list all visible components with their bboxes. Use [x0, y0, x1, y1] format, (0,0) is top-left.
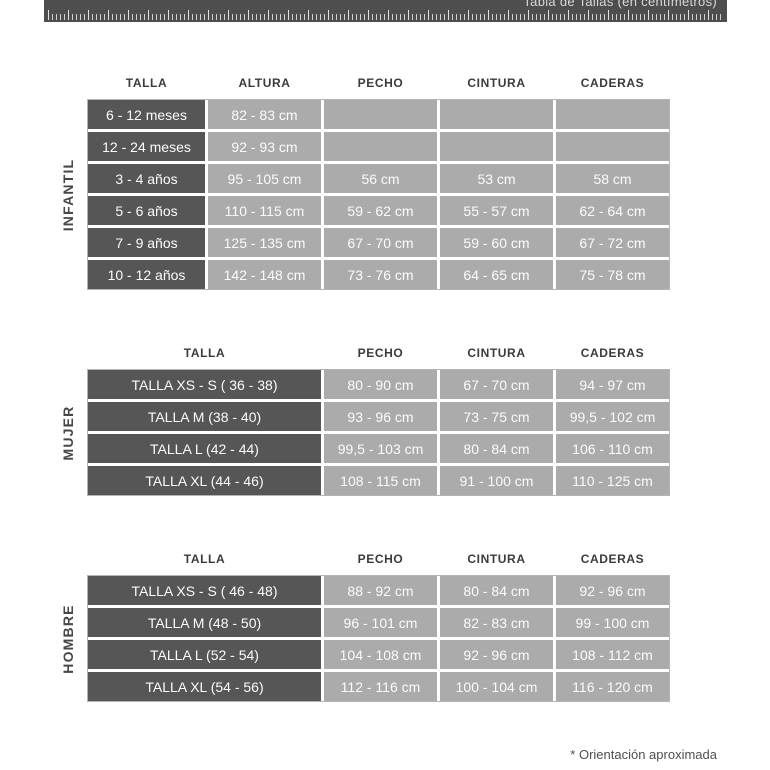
size-cell: 10 - 12 años: [88, 260, 205, 289]
value-cell: 82 - 83 cm: [440, 608, 553, 637]
table-header-row: TALLA PECHO CINTURA CADERAS: [88, 551, 669, 567]
value-cell: 125 - 135 cm: [208, 228, 321, 257]
value-cell: 99 - 100 cm: [556, 608, 669, 637]
column-header: PECHO: [357, 76, 404, 90]
value-cell: 67 - 70 cm: [440, 370, 553, 399]
size-cell: 7 - 9 años: [88, 228, 205, 257]
table-header-row: TALLA PECHO CINTURA CADERAS: [88, 345, 669, 361]
value-cell: 104 - 108 cm: [324, 640, 437, 669]
value-cell: [440, 132, 553, 161]
page-title: Tabla de Tallas (en centímetros): [523, 0, 717, 9]
group-label-hombre: HOMBRE: [60, 604, 76, 674]
value-cell: [556, 132, 669, 161]
column-header: TALLA: [183, 552, 226, 566]
value-cell: 67 - 72 cm: [556, 228, 669, 257]
value-cell: 106 - 110 cm: [556, 434, 669, 463]
size-cell: TALLA XS - S ( 46 - 48): [88, 576, 321, 605]
table-header-row: TALLA ALTURA PECHO CINTURA CADERAS: [88, 75, 669, 91]
column-header: ALTURA: [238, 76, 291, 90]
value-cell: 80 - 84 cm: [440, 576, 553, 605]
table-hombre: TALLA PECHO CINTURA CADERAS TALLA XS - S…: [87, 551, 670, 702]
value-cell: [324, 132, 437, 161]
value-cell: 67 - 70 cm: [324, 228, 437, 257]
value-cell: 62 - 64 cm: [556, 196, 669, 225]
value-cell: 94 - 97 cm: [556, 370, 669, 399]
value-cell: [440, 100, 553, 129]
value-cell: 73 - 75 cm: [440, 402, 553, 431]
value-cell: 112 - 116 cm: [324, 672, 437, 701]
column-header: CADERAS: [580, 76, 645, 90]
column-header: TALLA: [125, 76, 168, 90]
size-cell: TALLA L (42 - 44): [88, 434, 321, 463]
value-cell: 110 - 115 cm: [208, 196, 321, 225]
column-header: CINTURA: [467, 76, 526, 90]
value-cell: 142 - 148 cm: [208, 260, 321, 289]
value-cell: 95 - 105 cm: [208, 164, 321, 193]
value-cell: 100 - 104 cm: [440, 672, 553, 701]
value-cell: [324, 100, 437, 129]
value-cell: 75 - 78 cm: [556, 260, 669, 289]
size-cell: TALLA XL (44 - 46): [88, 466, 321, 495]
size-cell: 3 - 4 años: [88, 164, 205, 193]
value-cell: 82 - 83 cm: [208, 100, 321, 129]
value-cell: 80 - 84 cm: [440, 434, 553, 463]
table-body: TALLA XS - S ( 36 - 38) 80 - 90 cm 67 - …: [87, 369, 670, 496]
value-cell: 116 - 120 cm: [556, 672, 669, 701]
column-header: TALLA: [183, 346, 226, 360]
size-cell: TALLA M (38 - 40): [88, 402, 321, 431]
value-cell: 92 - 96 cm: [440, 640, 553, 669]
value-cell: 88 - 92 cm: [324, 576, 437, 605]
value-cell: 64 - 65 cm: [440, 260, 553, 289]
value-cell: 92 - 96 cm: [556, 576, 669, 605]
size-cell: 6 - 12 meses: [88, 100, 205, 129]
value-cell: 56 cm: [324, 164, 437, 193]
column-header: PECHO: [357, 346, 404, 360]
value-cell: 59 - 62 cm: [324, 196, 437, 225]
table-body: 6 - 12 meses 82 - 83 cm 12 - 24 meses 92…: [87, 99, 670, 290]
group-label-infantil: INFANTIL: [60, 158, 76, 232]
column-header: CADERAS: [580, 346, 645, 360]
value-cell: 58 cm: [556, 164, 669, 193]
ruler-ticks-major-icon: [48, 10, 723, 20]
value-cell: 108 - 115 cm: [324, 466, 437, 495]
value-cell: [556, 100, 669, 129]
value-cell: 110 - 125 cm: [556, 466, 669, 495]
value-cell: 91 - 100 cm: [440, 466, 553, 495]
ruler-bar: Tabla de Tallas (en centímetros): [44, 0, 727, 22]
value-cell: 92 - 93 cm: [208, 132, 321, 161]
size-cell: TALLA M (48 - 50): [88, 608, 321, 637]
size-cell: TALLA XL (54 - 56): [88, 672, 321, 701]
value-cell: 59 - 60 cm: [440, 228, 553, 257]
size-cell: 12 - 24 meses: [88, 132, 205, 161]
size-cell: TALLA L (52 - 54): [88, 640, 321, 669]
value-cell: 55 - 57 cm: [440, 196, 553, 225]
value-cell: 99,5 - 102 cm: [556, 402, 669, 431]
column-header: CINTURA: [467, 346, 526, 360]
orientation-footnote: * Orientación aproximada: [570, 747, 717, 762]
table-body: TALLA XS - S ( 46 - 48) 88 - 92 cm 80 - …: [87, 575, 670, 702]
group-label-mujer: MUJER: [60, 405, 76, 461]
value-cell: 108 - 112 cm: [556, 640, 669, 669]
size-cell: 5 - 6 años: [88, 196, 205, 225]
table-infantil: TALLA ALTURA PECHO CINTURA CADERAS 6 - 1…: [87, 75, 670, 290]
value-cell: 53 cm: [440, 164, 553, 193]
table-mujer: TALLA PECHO CINTURA CADERAS TALLA XS - S…: [87, 345, 670, 496]
value-cell: 93 - 96 cm: [324, 402, 437, 431]
value-cell: 96 - 101 cm: [324, 608, 437, 637]
value-cell: 73 - 76 cm: [324, 260, 437, 289]
value-cell: 80 - 90 cm: [324, 370, 437, 399]
column-header: PECHO: [357, 552, 404, 566]
size-cell: TALLA XS - S ( 36 - 38): [88, 370, 321, 399]
column-header: CADERAS: [580, 552, 645, 566]
value-cell: 99,5 - 103 cm: [324, 434, 437, 463]
column-header: CINTURA: [467, 552, 526, 566]
